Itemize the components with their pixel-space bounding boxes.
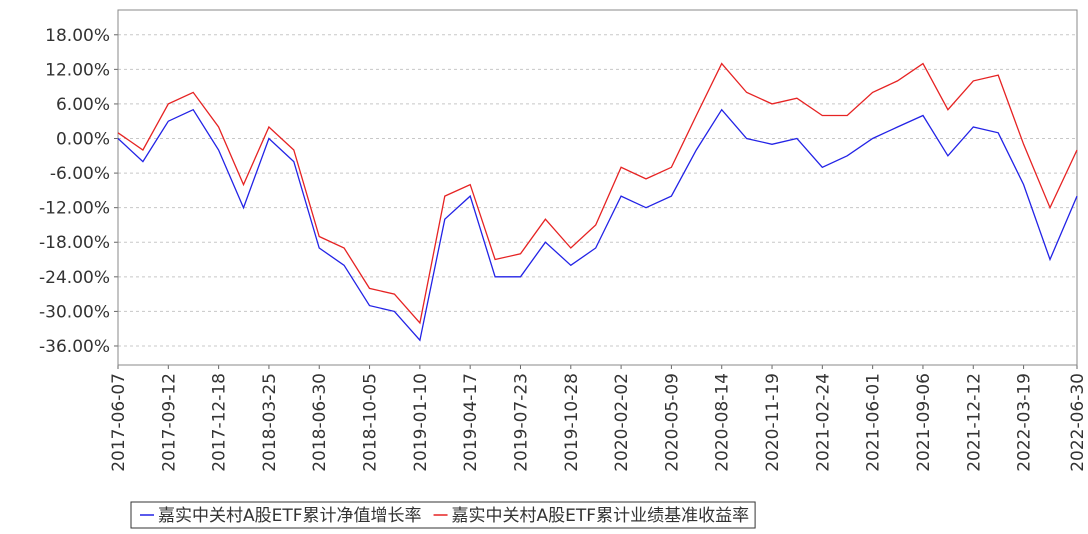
legend: 嘉实中关村A股ETF累计净值增长率 嘉实中关村A股ETF累计业绩基准收益率 (130, 501, 756, 529)
x-tick-label: 2018-10-05 (361, 373, 381, 472)
x-tick-label: 2020-08-14 (713, 373, 733, 472)
x-tick-label: 2019-01-10 (411, 373, 431, 472)
x-tick-label: 2021-12-12 (964, 373, 984, 472)
plot-frame (117, 9, 1078, 366)
y-tick-label: -12.00% (39, 199, 110, 219)
x-tick-label: 2018-03-25 (260, 373, 280, 472)
x-tick-label: 2017-12-18 (210, 373, 230, 472)
x-tick-label: 2022-06-30 (1068, 373, 1088, 472)
x-tick-label: 2021-09-06 (914, 373, 934, 472)
series-line (117, 108, 1078, 342)
x-tick-label: 2020-02-02 (612, 373, 632, 472)
x-tick-label: 2021-02-24 (813, 373, 833, 472)
legend-label: 嘉实中关村A股ETF累计业绩基准收益率 (452, 506, 750, 526)
series-line (117, 62, 1078, 325)
y-tick-label: -36.00% (39, 337, 110, 357)
y-tick-label: 0.00% (56, 130, 110, 150)
y-tick-label: 6.00% (56, 95, 110, 115)
x-tick-label: 2021-06-01 (864, 373, 884, 472)
x-tick-label: 2018-06-30 (310, 373, 330, 472)
x-tick-label: 2019-04-17 (461, 373, 481, 472)
x-tick-label: 2022-03-19 (1015, 373, 1035, 472)
y-tick-label: 18.00% (45, 26, 110, 46)
x-tick-label: 2019-07-23 (511, 373, 531, 472)
y-tick-label: -30.00% (39, 302, 110, 322)
legend-label: 嘉实中关村A股ETF累计净值增长率 (158, 506, 422, 526)
y-tick-label: -6.00% (50, 164, 110, 184)
legend-box (130, 501, 756, 529)
y-tick-label: -18.00% (39, 233, 110, 253)
x-tick-label: 2017-06-07 (109, 373, 129, 472)
x-tick-label: 2017-09-12 (159, 373, 179, 472)
y-tick-label: -24.00% (39, 268, 110, 288)
y-tick-label: 12.00% (45, 60, 110, 80)
x-tick-label: 2019-10-28 (562, 373, 582, 472)
x-tick-label: 2020-05-09 (662, 373, 682, 472)
x-tick-label: 2020-11-19 (763, 373, 783, 472)
